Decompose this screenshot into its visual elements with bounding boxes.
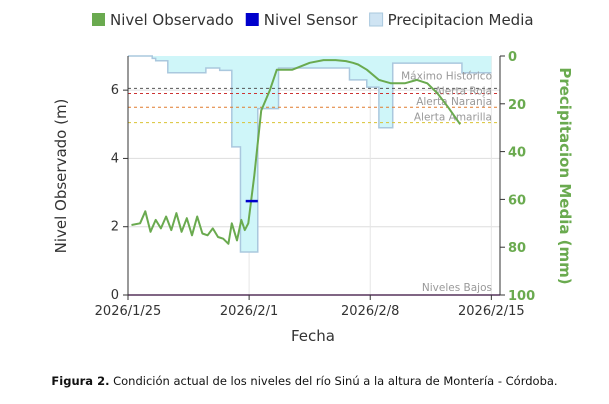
- precipitation-step-line: [128, 55, 492, 253]
- x-axis-label: Fecha: [291, 327, 335, 345]
- x-tick-label: 2026/2/1: [220, 304, 278, 319]
- y-axis-label: Nivel Observado (m): [52, 99, 70, 254]
- threshold-label: Niveles Bajos: [422, 282, 492, 294]
- y2-axis-label: Precipitacion Media (mm): [556, 67, 574, 284]
- y2-tick-label: 60: [508, 193, 526, 208]
- caption-label: Figura 2.: [51, 374, 110, 388]
- x-tick-label: 2026/2/15: [458, 304, 525, 319]
- y2-tick-label: 40: [508, 146, 526, 161]
- caption-text: Condición actual de los niveles del río …: [113, 374, 558, 388]
- x-tick-label: 2026/1/25: [95, 304, 162, 319]
- legend: Nivel Observado Nivel Sensor Precipitacion…: [92, 11, 534, 29]
- y2-tick-label: 100: [508, 289, 535, 304]
- y2-tick-label: 80: [508, 241, 526, 256]
- figure-caption: Figura 2. Condición actual de los nivele…: [0, 374, 609, 388]
- y2-tick-label: 20: [508, 98, 526, 113]
- y2-tick-label: 0: [508, 50, 517, 65]
- y-tick-label: 0: [111, 288, 119, 303]
- legend-label: Precipitacion Media: [388, 11, 534, 29]
- legend-swatch: [369, 12, 384, 27]
- threshold-label: Alerta Amarilla: [414, 112, 492, 124]
- threshold-label: Alerta Naranja: [416, 96, 492, 108]
- y-tick-label: 4: [111, 151, 119, 166]
- legend-label: Nivel Observado: [110, 11, 234, 29]
- legend-swatch: [92, 13, 105, 26]
- legend-label: Nivel Sensor: [264, 11, 359, 29]
- x-tick-label: 2026/2/8: [341, 304, 399, 319]
- series-nivel-observado: [131, 59, 462, 245]
- y-tick-label: 2: [111, 220, 119, 235]
- threshold-label: Alerta Roja: [435, 86, 492, 98]
- chart: Nivel Observado Nivel Sensor Precipitacion…: [52, 11, 574, 345]
- y-tick-label: 6: [111, 83, 119, 98]
- legend-swatch: [245, 13, 259, 26]
- threshold-label: Máximo Histórico: [401, 70, 492, 82]
